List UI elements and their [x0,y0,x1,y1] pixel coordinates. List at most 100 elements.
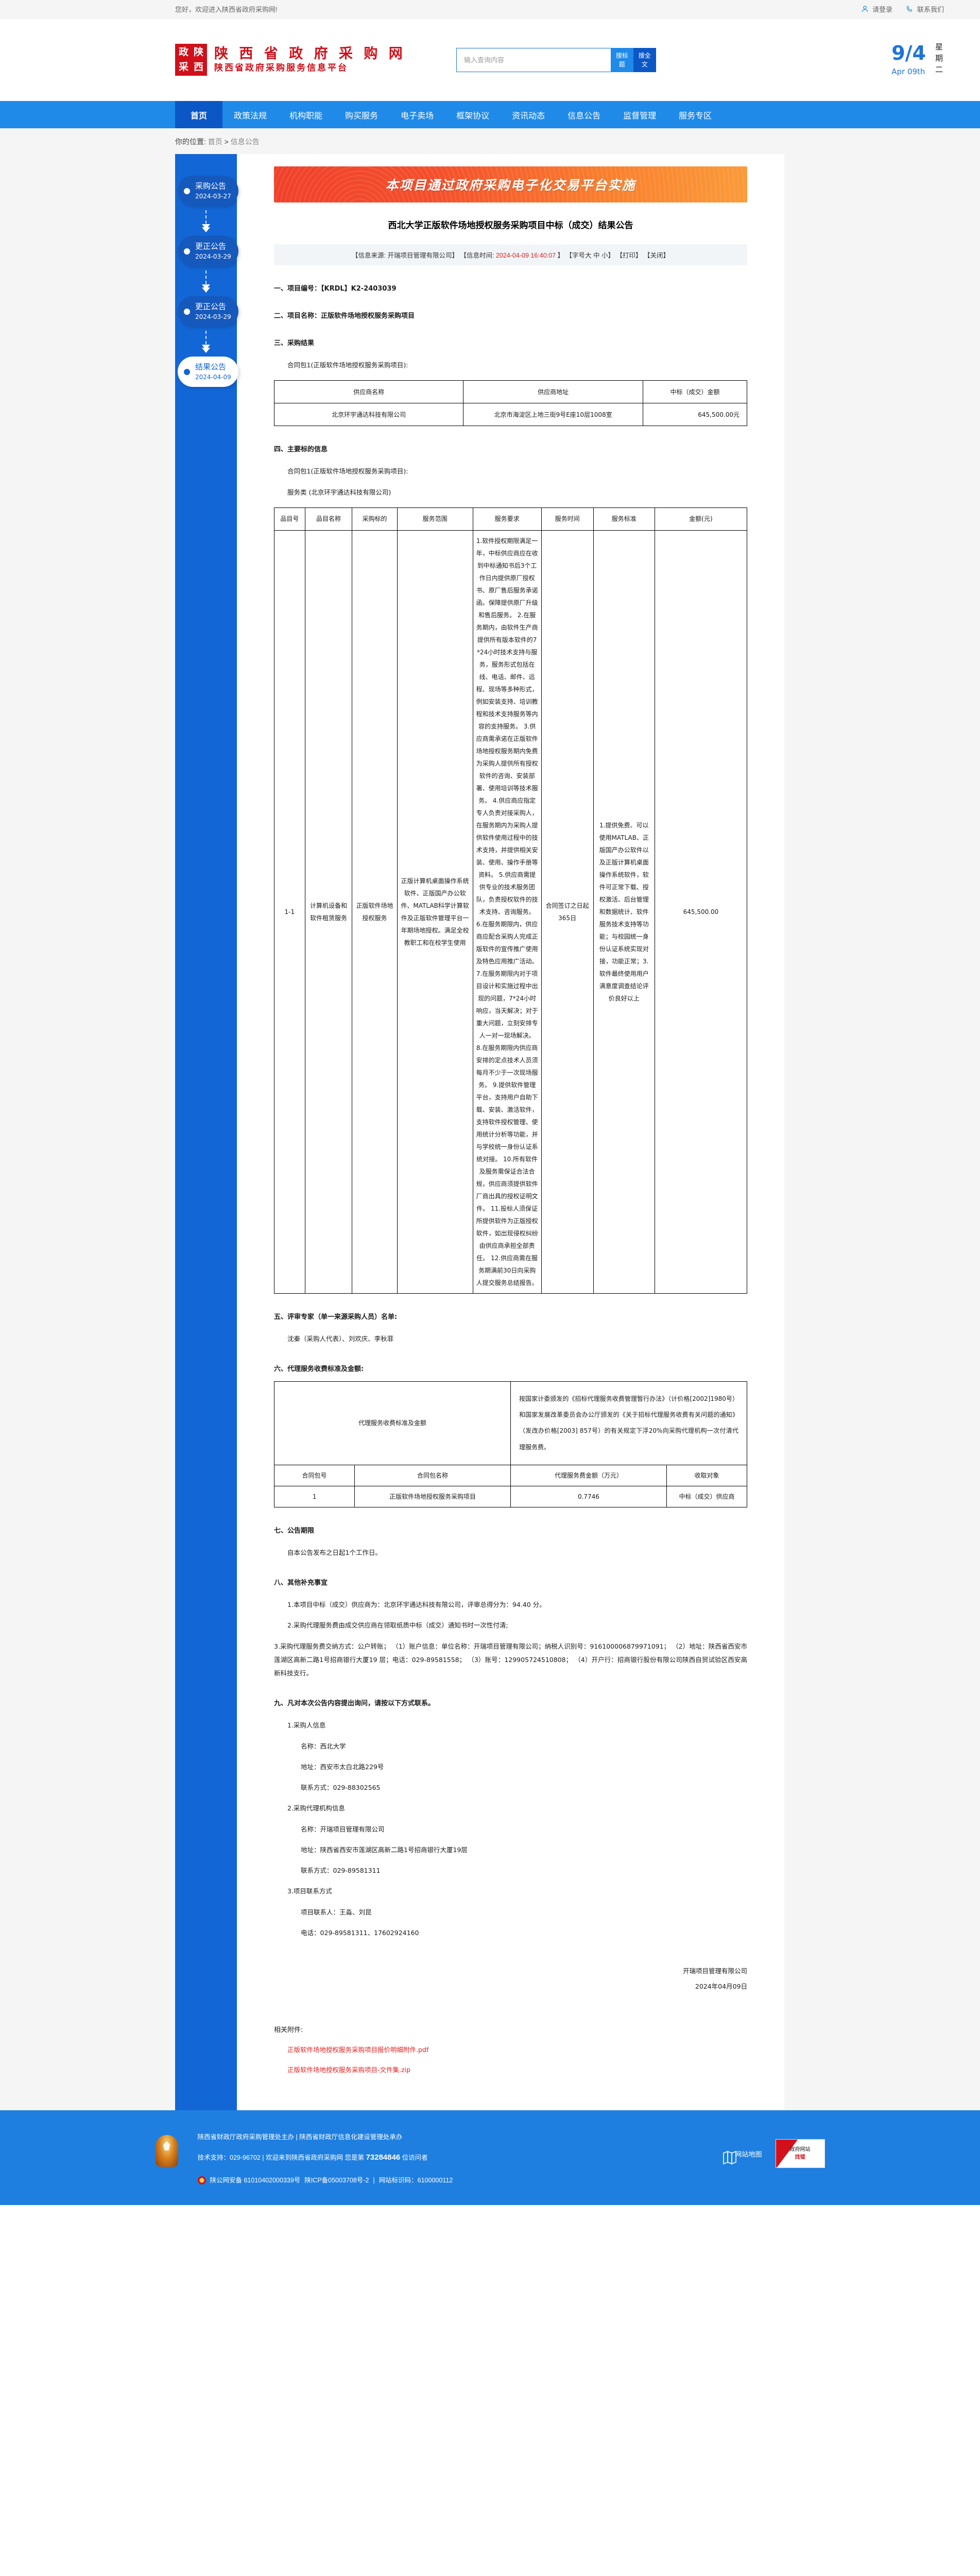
contact-link[interactable]: 联系我们 [906,4,944,14]
meta-time-close: 】 [557,252,564,259]
cell-supplier-name: 北京环宇通达科技有限公司 [273,403,464,427]
purchaser-phone: 联系方式：029-88302565 [301,1784,381,1791]
contact-group-agency-title: 2.采购代理机构信息 [287,1804,345,1812]
seal-char-2: 采 [178,61,188,73]
site-brand[interactable]: 政 陕 采 西 陕 西 省 政 府 采 购 网 陕西省政府采购服务信息平台 [175,44,406,76]
badge-triangle-icon [776,2140,798,2167]
contact-group-project-title: 3.项目联系方式 [287,1887,332,1895]
section-2-heading: 二、项目名称：正版软件场地授权服务采购项目 [274,312,415,320]
announcement-timeline-sidebar: 采购公告 2024-03-27 更正公告 2024-03-29 更正公告 202… [175,154,238,2110]
col-fee-amount: 代理服务费金额（万元） [510,1464,667,1486]
step-dot-icon [184,188,190,194]
timeline-arrow-icon [202,206,210,236]
col-subject: 采购标的 [352,507,398,531]
seal-char-1: 陕 [193,46,203,58]
nav-item-announcements[interactable]: 信息公告 [568,111,601,121]
search-input[interactable] [456,47,611,72]
brand-text: 陕 西 省 政 府 采 购 网 陕西省政府采购服务信息平台 [214,45,406,75]
attachment-link-pdf[interactable]: 正版软件场地授权服务采购项目报价明细附件.pdf [287,2046,429,2054]
signature-date: 2024年04月09日 [695,1982,747,1990]
col-service-time: 服务时间 [541,507,594,531]
banner-text: 本项目通过政府采购电子化交易平台实施 [385,178,636,193]
article-meta: 【信息来源: 开瑞项目管理有限公司】 【信息时间: 2024-04-09 16:… [274,244,747,265]
attachment-link-zip[interactable]: 正版软件场地授权服务采购项目-文件集.zip [287,2066,410,2074]
site-subtitle: 陕西省政府采购服务信息平台 [214,63,348,74]
user-icon [861,5,869,13]
signature-organization: 开瑞项目管理有限公司 [682,1967,747,1975]
section-7-body: 自本公告发布之日起1个工作日。 [287,1548,382,1556]
step-dot-icon [184,368,190,375]
timeline-step-correction-1[interactable]: 更正公告 2024-03-29 [178,236,238,266]
site-name: 陕 西 省 政 府 采 购 网 [214,45,406,62]
breadcrumb-label: 你的位置: [175,138,206,146]
nav-item-functions[interactable]: 机构职能 [289,111,323,121]
footer-police-record[interactable]: 陕公网安备 61010402000339号 [210,2176,301,2184]
agency-phone: 联系方式：029-89581311 [301,1867,381,1874]
breadcrumb-home[interactable]: 首页 [208,138,222,146]
timeline-step-purchase-notice[interactable]: 采购公告 2024-03-27 [178,176,238,206]
login-link[interactable]: 请登录 [861,4,892,14]
cell-fee-payer: 中标（成交）供应商 [666,1485,748,1507]
col-item-name: 品目名称 [304,507,353,531]
nav-item-framework[interactable]: 框架协议 [456,111,490,121]
footer-site-id: 网站标识码：6100000112 [379,2176,453,2184]
col-package-no: 合同包号 [273,1464,355,1486]
timeline-arrow-icon [202,327,210,357]
nav-item-purchase-service[interactable]: 购买服务 [345,111,379,121]
signature-block: 开瑞项目管理有限公司 2024年04月09日 [274,1963,747,1994]
col-service-scope: 服务范围 [397,507,473,531]
timeline-arrow-icon [202,266,210,296]
nav-item-policy[interactable]: 政策法规 [234,111,267,121]
cell-service-req: 1.软件授权期限满足一年，中标供应商应在收到中标通知书后3个工作日内提供原厂授权… [472,530,542,1294]
footer-text-block: 陕西省财政厅政府采购管理处主办 | 陕西省财政厅信息化建设管理处承办 技术支持：… [197,2128,453,2190]
nav-item-service-zone[interactable]: 服务专区 [679,111,712,121]
timeline-step-correction-2[interactable]: 更正公告 2024-03-29 [178,296,238,327]
step-dot-icon [184,308,190,315]
badge-text: 政府网站 找错 [790,2146,811,2161]
supplier-result-table: 供应商名称 供应商地址 中标（成交）金额 北京环宇通达科技有限公司 北京市海淀区… [273,380,747,427]
cell-service-time: 合同签订之日起365日 [541,530,594,1294]
step-title: 结果公告 [195,363,227,371]
agency-address: 地址：陕西省西安市莲湖区高新二路1号招商银行大厦19层 [301,1845,468,1854]
sitemap-link[interactable]: 网站地图 [723,2149,762,2164]
cell-package-name: 正版软件场地授权服务采购项目 [354,1485,511,1507]
search-title-button[interactable]: 搜标题 [610,47,633,72]
section-3-package-label: 合同包1(正版软件场地授权服务采购项目): [287,361,408,369]
date-english: Apr 09th [891,67,925,76]
step-title: 采购公告 [195,182,227,191]
section-5-expert-list: 沈秦（采购人代表）、刘欢庆、李秋菲 [287,1334,394,1343]
section-3-heading: 三、采购结果 [274,340,315,347]
site-seal-logo: 政 陕 采 西 [175,44,207,76]
footer-icp[interactable]: 陕ICP备05003708号-2 [304,2176,369,2184]
step-title: 更正公告 [195,302,227,311]
table-row: 代理服务收费标准及金额 按国家计委颁发的《招标代理服务收费管理暂行办法》（计价格… [274,1381,748,1465]
nav-item-emarket[interactable]: 电子卖场 [401,111,434,121]
section-4-service-type: 服务类 (北京环宇通达科技有限公司) [287,488,391,496]
timeline-step-result-notice[interactable]: 结果公告 2024-04-09 [178,357,238,387]
footer-support-text: 技术支持：029-96702 | 欢迎来到陕西省政府采购网 您是第 [197,2154,364,2162]
footer-visit-suffix: 位访问者 [402,2154,428,2162]
table-row: 1-1 计算机设备和软件租赁服务 正版软件场地授权服务 正版计算机桌面操作系统软… [274,530,748,1294]
seal-char-0: 政 [178,46,188,58]
page-title: 西北大学正版软件场地授权服务采购项目中标（成交）结果公告 [388,221,633,231]
breadcrumb-current[interactable]: 信息公告 [230,138,260,146]
purchaser-name: 名称：西北大学 [301,1742,346,1750]
gov-site-report-badge[interactable]: 政府网站 找错 [775,2139,825,2168]
section-9-heading: 九、凡对本次公告内容提出询问，请按以下方式联系。 [274,1700,435,1708]
nav-item-home[interactable]: 首页 [175,101,223,128]
print-button[interactable]: 【打印】 [616,252,642,259]
topbar-actions: 请登录 联系我们 [861,4,944,14]
close-button[interactable]: 【关闭】 [643,252,669,259]
fontsize-control[interactable]: 【字号大 中 小】 [565,252,614,259]
section-5-heading: 五、评审专家（单一来源采购人员）名单: [274,1313,398,1321]
cell-service-std: 1.提供免费、可以使用MATLAB、正版国产办公软件以及正版计算机桌面操作系统软… [593,530,655,1294]
date-day: 9/4 [891,42,926,64]
meta-source: 开瑞项目管理有限公司】 [387,252,458,259]
footer-line-3: 陕公网安备 61010402000339号 陕ICP备05003708号-2 |… [197,2171,453,2190]
col-award-amount: 中标（成交）金额 [643,380,747,404]
search-fulltext-button[interactable]: 搜全文 [633,47,656,72]
nav-item-supervision[interactable]: 监督管理 [623,111,657,121]
nav-item-news[interactable]: 资讯动态 [512,111,545,121]
meta-time: 2024-04-09 16:40:07 [495,252,556,259]
footer-visit-count: 73284846 [366,2153,401,2162]
